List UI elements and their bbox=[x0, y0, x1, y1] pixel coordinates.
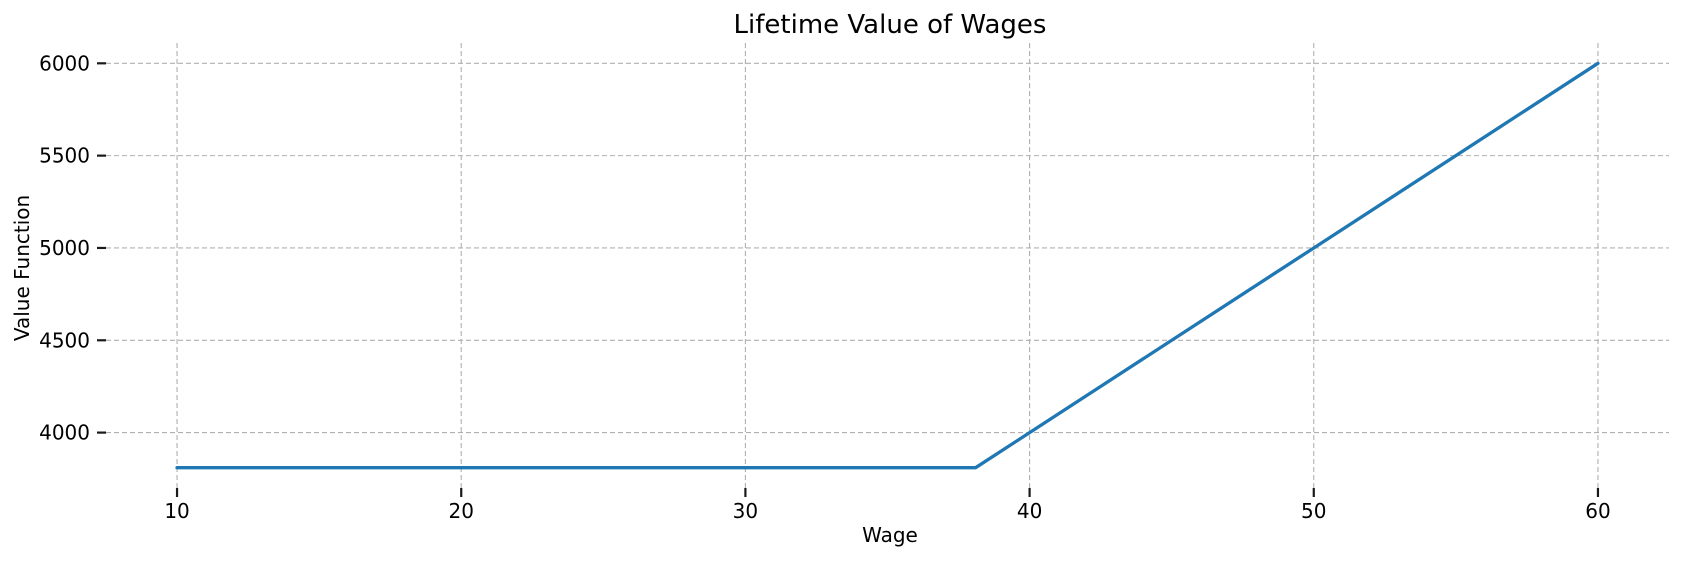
x-tick-marks bbox=[175, 488, 1600, 497]
x-tick-label: 20 bbox=[449, 499, 474, 523]
y-tick-label: 5000 bbox=[39, 236, 90, 260]
y-tick-label: 4000 bbox=[39, 421, 90, 445]
chart-title: Lifetime Value of Wages bbox=[734, 10, 1047, 40]
y-tick-label: 4500 bbox=[39, 328, 90, 352]
x-axis-label: Wage bbox=[862, 523, 918, 547]
y-gridlines bbox=[106, 62, 1669, 434]
x-tick-labels: 10 20 30 40 50 60 bbox=[164, 499, 1610, 523]
y-tick-label: 6000 bbox=[39, 51, 90, 75]
y-axis-label: Value Function bbox=[10, 195, 34, 341]
y-tick-labels: 4000 4500 5000 5500 6000 bbox=[39, 51, 90, 444]
x-tick-label: 10 bbox=[164, 499, 189, 523]
value-function-line bbox=[175, 61, 1600, 470]
y-tick-marks bbox=[97, 62, 106, 434]
x-tick-label: 50 bbox=[1301, 499, 1326, 523]
x-tick-label: 40 bbox=[1017, 499, 1042, 523]
y-tick-label: 5500 bbox=[39, 144, 90, 168]
x-tick-label: 30 bbox=[733, 499, 758, 523]
x-gridlines bbox=[176, 43, 1599, 488]
x-tick-label: 60 bbox=[1585, 499, 1610, 523]
data-series bbox=[175, 61, 1600, 470]
